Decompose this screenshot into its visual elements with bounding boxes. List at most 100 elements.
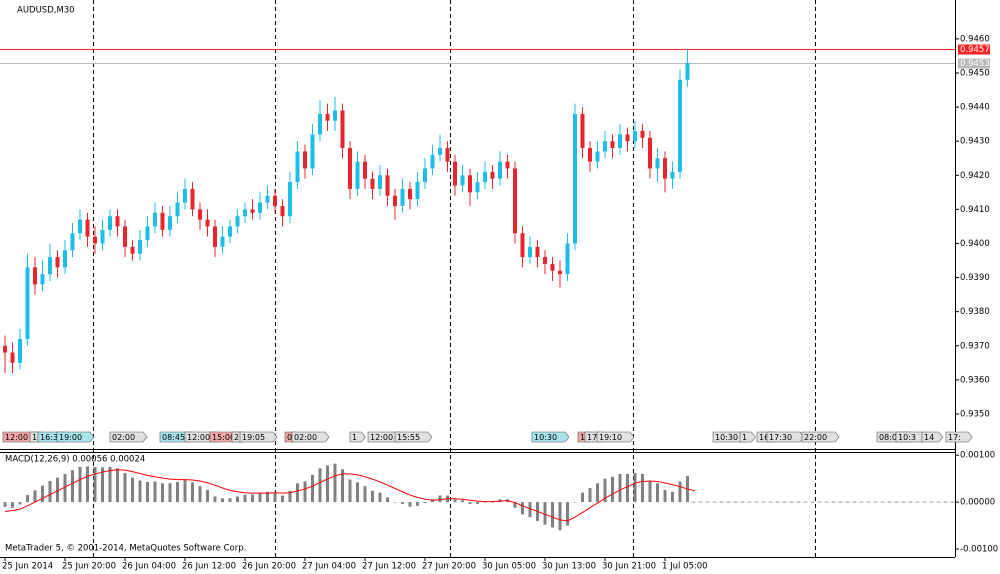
macd-bar [596,483,599,503]
macd-bar [318,468,322,503]
event-marker [739,431,756,443]
macd-bar [656,483,659,503]
candle-body [333,110,337,121]
candle-body [175,202,180,217]
candle-body [648,137,652,169]
candle-body [55,257,60,268]
candle-body [130,246,135,254]
candle-body [295,151,300,183]
event-label: 1 [352,433,357,442]
copyright: MetaTrader 5, © 2001-2014, MetaQuotes So… [5,544,246,554]
indicator-title: MACD(12,26,9) 0.00056 0.00024 [5,455,145,465]
candle-body [348,147,352,189]
macd-bar [483,502,487,503]
macd-bar [266,491,269,503]
macd-bar [333,463,337,503]
candle-body [415,182,420,200]
macd-bar [228,498,232,503]
candle-body [153,212,157,227]
event-label: 16:3 [40,433,58,442]
macd-bar [378,492,382,503]
candle-body [220,236,225,247]
macd-bar [326,465,329,503]
candle-body [85,219,90,237]
event-label: 22:00 [804,433,827,442]
x-tick-label: 25 Jun 20:00 [62,562,116,572]
event-label: 0 [287,433,292,442]
macd-bar [588,488,592,503]
macd-bar [161,483,164,503]
macd-bar [116,468,119,503]
macd-bar [543,502,547,525]
candle-body [160,212,165,230]
candle-body [258,202,262,213]
macd-bar [56,477,59,503]
macd-bar [48,480,52,503]
y-tick-label: 0.9400 [960,239,990,249]
macd-bar [371,490,374,503]
event-label: 10:3 [898,433,916,442]
macd-bar [243,494,247,503]
macd-bar [3,502,7,507]
x-tick-label: 25 Jun 2014 [2,562,53,572]
macd-bar [198,486,202,503]
candle-body [243,209,247,217]
event-label: 12:00 [187,433,210,442]
candle-body [235,216,240,227]
candle-body [393,195,397,206]
event-marker [531,431,570,443]
event-marker [394,431,433,443]
candle-body [543,257,547,264]
candle-body [168,216,172,230]
event-label: 08:45 [162,433,185,442]
macd-bar [476,502,479,504]
macd-bar [213,496,217,503]
y-tick-label: 0.9410 [960,205,990,215]
event-label: 17:30 [769,433,792,442]
candle-body [445,147,450,162]
macd-bar [491,502,494,503]
macd-bar [461,500,464,503]
candle-body [468,175,472,193]
candle-body [183,188,187,203]
y-tick-label: 0.9450 [960,68,990,78]
macd-bar [603,478,607,503]
candle-body [340,110,345,148]
candle-body [190,188,195,210]
candle-body [408,188,412,200]
macd-bar [303,481,307,503]
candle-body [370,178,375,189]
macd-bar [131,477,134,503]
candle-body [100,229,105,244]
candle-body [580,113,585,148]
macd-bar [273,492,277,503]
candle-body [640,130,645,138]
event-label: 1 [742,433,747,442]
candle-body [588,147,592,162]
candle-body [198,209,202,220]
candle-body [3,345,7,353]
candle-body [505,161,510,169]
macd-bar [663,489,667,503]
macd-bar [393,502,397,503]
event-label: 17: [948,433,961,442]
x-tick-label: 30 Jun 05:00 [482,562,536,572]
candle-body [303,151,307,169]
y-tick-label: 0.00100 [960,451,995,461]
macd-bar [401,502,404,504]
candle-body [363,161,367,179]
candle-body [513,168,517,234]
price-label-box [958,58,990,69]
y-tick-label: 0.9460 [960,34,990,44]
macd-bar [648,480,652,503]
event-marker [291,431,330,443]
signal-line [4,469,696,522]
macd-bar [558,502,562,531]
candle-body [108,216,112,230]
event-marker [349,431,366,443]
x-tick-label: 26 Jun 04:00 [122,562,176,572]
candle-body [565,243,570,275]
event-label: 12:00 [370,433,393,442]
event-marker [596,431,635,443]
